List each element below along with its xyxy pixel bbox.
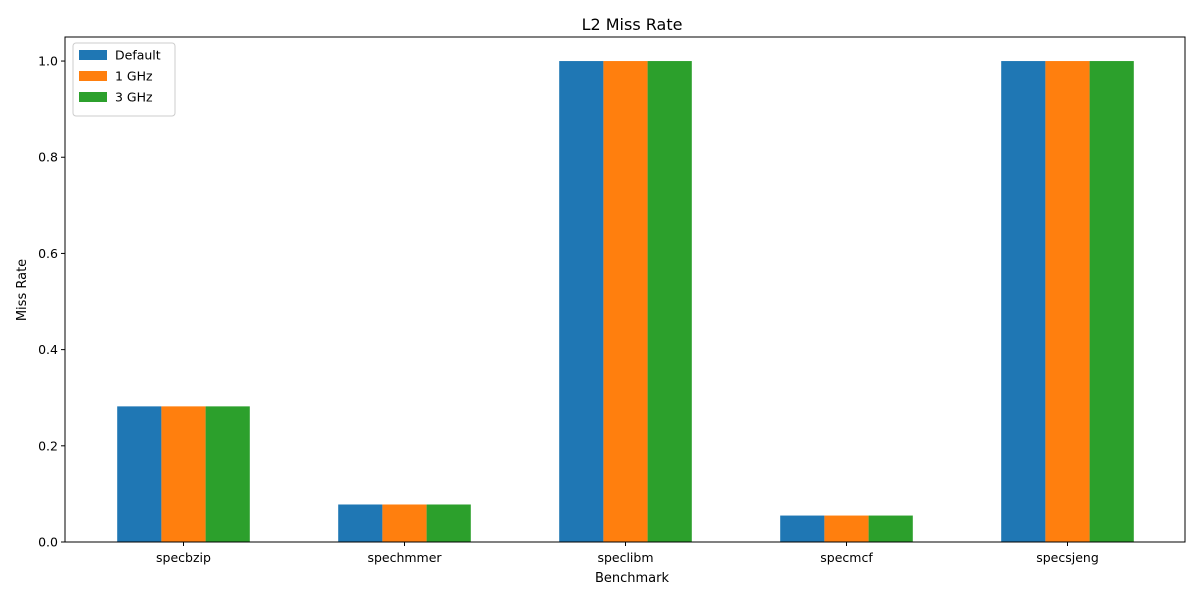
bar-default-specmcf [780,515,825,542]
bar-default-speclibm [559,61,604,543]
x-axis: specbzip spechmmer speclibm specmcf specsjen… [156,542,1099,565]
x-tick-label-speclibm: speclibm [597,550,653,565]
x-tick-label-specbzip: specbzip [156,550,211,565]
y-tick-label: 0.2 [38,438,58,453]
bar-default-specbzip [117,406,162,542]
bar-3-ghz-specbzip [205,406,250,542]
x-tick-label-spechmmer: spechmmer [367,550,442,565]
bars-group [117,61,1134,543]
legend-label: 3 GHz [115,90,153,105]
y-tick-label: 0.8 [38,150,58,165]
x-tick-label-specsjeng: specsjeng [1036,550,1099,565]
legend-swatch [79,92,107,102]
bar-3-ghz-specmcf [868,515,913,542]
legend: Default 1 GHz 3 GHz [72,42,176,117]
chart-title: L2 Miss Rate [582,15,683,34]
bar-1-ghz-speclibm [603,61,648,543]
legend-label: Default [115,48,161,63]
y-axis-label: Miss Rate [15,259,30,321]
x-tick-label-specmcf: specmcf [820,550,873,565]
bar-1-ghz-specsjeng [1045,61,1090,543]
y-tick-label: 0.0 [38,535,58,550]
legend-label: 1 GHz [115,69,153,84]
bar-default-specsjeng [1001,61,1046,543]
bar-3-ghz-spechmmer [426,504,471,542]
bar-default-spechmmer [338,504,383,542]
bar-3-ghz-speclibm [647,61,692,543]
bar-3-ghz-specsjeng [1089,61,1134,543]
y-tick-label: 1.0 [38,54,58,69]
bar-1-ghz-specmcf [824,515,869,542]
x-axis-label: Benchmark [595,571,670,586]
legend-swatch [79,71,107,81]
bar-1-ghz-specbzip [161,406,206,542]
legend-swatch [79,50,107,60]
y-axis: 0.0 0.2 0.4 0.6 0.8 1.0 [38,54,65,550]
bar-1-ghz-spechmmer [382,504,427,542]
y-tick-label: 0.4 [38,342,58,357]
y-tick-label: 0.6 [38,246,58,261]
plot-frame [64,36,1186,543]
